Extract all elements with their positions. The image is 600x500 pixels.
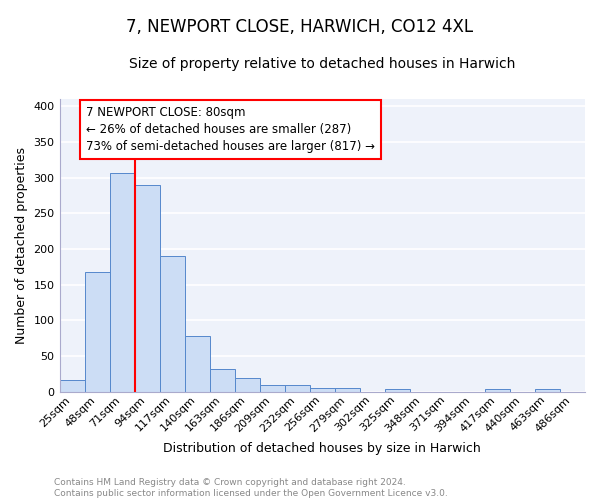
X-axis label: Distribution of detached houses by size in Harwich: Distribution of detached houses by size … bbox=[163, 442, 481, 455]
Bar bbox=[110, 174, 134, 392]
Text: Contains HM Land Registry data © Crown copyright and database right 2024.
Contai: Contains HM Land Registry data © Crown c… bbox=[54, 478, 448, 498]
Y-axis label: Number of detached properties: Number of detached properties bbox=[15, 147, 28, 344]
Title: Size of property relative to detached houses in Harwich: Size of property relative to detached ho… bbox=[129, 58, 515, 71]
Bar bbox=[85, 272, 110, 392]
Text: 7 NEWPORT CLOSE: 80sqm
← 26% of detached houses are smaller (287)
73% of semi-de: 7 NEWPORT CLOSE: 80sqm ← 26% of detached… bbox=[86, 106, 375, 153]
Bar bbox=[535, 389, 560, 392]
Bar bbox=[335, 388, 360, 392]
Bar bbox=[485, 389, 510, 392]
Bar bbox=[134, 186, 160, 392]
Bar bbox=[235, 378, 260, 392]
Bar bbox=[185, 336, 209, 392]
Text: 7, NEWPORT CLOSE, HARWICH, CO12 4XL: 7, NEWPORT CLOSE, HARWICH, CO12 4XL bbox=[127, 18, 473, 36]
Bar bbox=[59, 380, 85, 392]
Bar bbox=[285, 386, 310, 392]
Bar bbox=[160, 256, 185, 392]
Bar bbox=[310, 388, 335, 392]
Bar bbox=[209, 369, 235, 392]
Bar bbox=[385, 389, 410, 392]
Bar bbox=[260, 385, 285, 392]
